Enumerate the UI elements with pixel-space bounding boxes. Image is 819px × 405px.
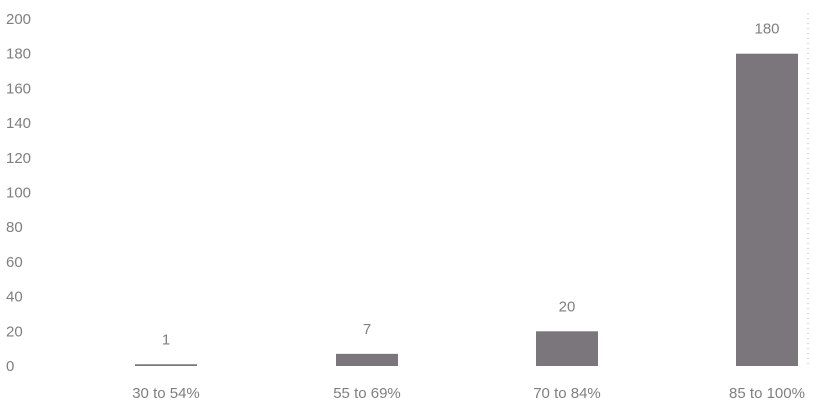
x-tick-label: 55 to 69% — [333, 385, 401, 402]
y-tick-label: 120 — [6, 150, 31, 167]
bar — [536, 331, 598, 366]
y-tick-label: 40 — [6, 289, 23, 306]
y-tick-label: 200 — [6, 11, 31, 28]
data-label: 180 — [754, 21, 779, 38]
data-label: 7 — [363, 321, 371, 338]
y-tick-label: 100 — [6, 185, 31, 202]
bar — [336, 353, 398, 366]
bars — [135, 53, 798, 366]
y-tick-label: 180 — [6, 46, 31, 63]
x-tick-label: 70 to 84% — [533, 385, 601, 402]
x-axis-labels: 30 to 54% 55 to 69% 70 to 84% 85 to 100% — [132, 385, 805, 402]
bar — [736, 53, 798, 366]
y-tick-label: 60 — [6, 254, 23, 271]
data-labels: 1 7 20 180 — [162, 21, 780, 349]
bar — [135, 364, 197, 366]
data-label: 1 — [162, 331, 170, 348]
data-label: 20 — [559, 298, 576, 315]
y-tick-label: 0 — [6, 358, 14, 375]
y-tick-label: 80 — [6, 219, 23, 236]
x-tick-label: 85 to 100% — [729, 385, 805, 402]
y-tick-label: 20 — [6, 323, 23, 340]
y-tick-label: 160 — [6, 80, 31, 97]
y-tick-label: 140 — [6, 115, 31, 132]
y-axis-ticks: 0 20 40 60 80 100 120 140 160 180 200 — [6, 11, 31, 375]
x-tick-label: 30 to 54% — [132, 385, 200, 402]
